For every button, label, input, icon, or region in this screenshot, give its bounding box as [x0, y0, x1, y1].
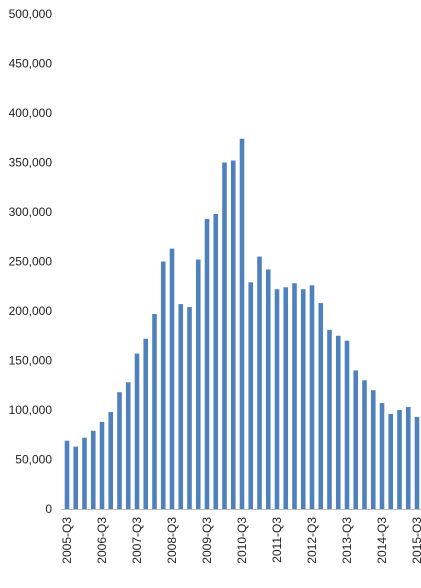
bar [125, 382, 131, 509]
bar [187, 307, 192, 509]
bar [370, 390, 376, 509]
bar [99, 421, 105, 509]
y-tick-label: 0 [45, 502, 52, 516]
bar [292, 283, 297, 509]
x-tick-label: 2010-Q3 [235, 517, 249, 564]
bar [90, 430, 96, 509]
x-tick-label: 2007-Q3 [130, 517, 144, 564]
x-tick-label: 2012-Q3 [305, 517, 319, 564]
y-tick-label: 100,000 [9, 403, 53, 417]
bar [274, 289, 280, 509]
y-tick-label: 250,000 [9, 255, 53, 269]
x-tick-label: 2015-Q3 [410, 517, 421, 564]
x-axis-tick-labels: 2005-Q3 2006-Q3 2007-Q3 2008-Q3 2009-Q3 2010-… [60, 517, 421, 564]
bar [309, 285, 315, 509]
y-tick-label: 200,000 [9, 304, 53, 318]
bar [213, 213, 219, 510]
bar [178, 304, 184, 509]
y-tick-label: 400,000 [9, 106, 53, 120]
bar [204, 218, 210, 509]
bar [283, 287, 289, 509]
bar [169, 248, 175, 509]
x-tick-label: 2011-Q3 [270, 517, 284, 563]
x-tick-label: 2009-Q3 [200, 517, 214, 564]
bar [414, 416, 420, 509]
bar [143, 338, 149, 509]
y-tick-label: 50,000 [15, 453, 52, 467]
bar [327, 329, 332, 509]
bar [239, 138, 245, 510]
bar [230, 160, 236, 509]
bar [222, 162, 227, 509]
bars [64, 138, 420, 510]
x-tick-label: 2008-Q3 [165, 517, 179, 564]
bar [265, 269, 271, 509]
bar [397, 410, 402, 509]
bar [108, 411, 114, 509]
bar [344, 340, 350, 509]
x-tick-label: 2006-Q3 [95, 517, 109, 564]
bar [152, 313, 157, 509]
bar [195, 259, 201, 509]
bar [335, 335, 341, 509]
bar [379, 403, 385, 509]
bar [160, 261, 166, 509]
y-tick-label: 150,000 [9, 354, 53, 368]
y-axis-tick-labels: 0 50,000 100,000 150,000 200,000 250,000 300,0… [9, 7, 53, 516]
y-tick-label: 500,000 [9, 7, 53, 21]
bar [117, 392, 122, 509]
bar [388, 413, 394, 509]
bar [300, 289, 306, 509]
bar [64, 440, 70, 509]
bar [82, 437, 87, 509]
bar [353, 370, 359, 509]
x-tick-label: 2005-Q3 [60, 517, 74, 564]
bar [362, 380, 367, 509]
bar [73, 446, 79, 509]
bar [257, 256, 262, 509]
x-tick-label: 2014-Q3 [375, 517, 389, 564]
bar [318, 303, 324, 509]
y-tick-label: 350,000 [9, 156, 53, 170]
bar [134, 353, 140, 509]
y-tick-label: 450,000 [9, 57, 53, 71]
bar [405, 407, 411, 509]
x-tick-label: 2013-Q3 [340, 517, 354, 564]
y-tick-label: 300,000 [9, 205, 53, 219]
bar [248, 282, 254, 509]
